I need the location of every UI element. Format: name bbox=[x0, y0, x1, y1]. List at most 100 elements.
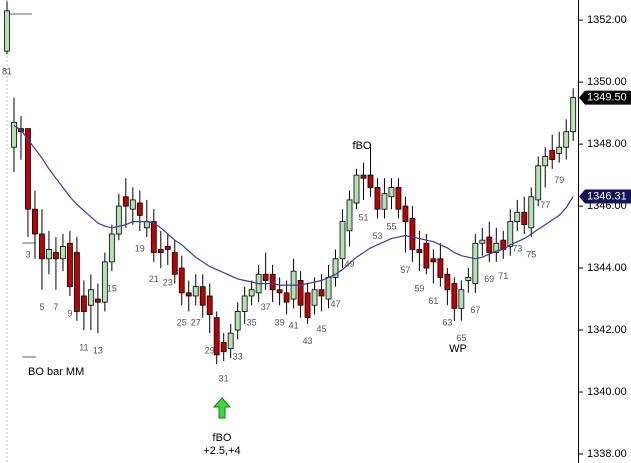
candle-body bbox=[437, 258, 444, 278]
bar-number: 3 bbox=[25, 249, 30, 259]
candle-body bbox=[157, 249, 164, 253]
bar-number: 25 bbox=[177, 318, 187, 328]
candle-body bbox=[32, 208, 38, 235]
bar-number: 23 bbox=[163, 277, 173, 287]
bar-number: 15 bbox=[107, 284, 117, 294]
candle-body bbox=[248, 289, 255, 297]
y-tick-label: 1340.00 bbox=[587, 386, 627, 398]
candle-body bbox=[74, 252, 80, 312]
candle-body bbox=[528, 196, 535, 229]
candle-body bbox=[570, 97, 577, 133]
candle-body bbox=[4, 10, 10, 52]
annotation: fBO bbox=[353, 140, 372, 152]
bar-number: 81 bbox=[2, 67, 12, 77]
candle-body bbox=[199, 286, 206, 306]
candle-body bbox=[122, 196, 129, 207]
bar-number: 7 bbox=[53, 302, 58, 312]
bar-number: 79 bbox=[554, 175, 564, 185]
candle-body bbox=[472, 242, 479, 284]
price-flag-label: 1349.50 bbox=[587, 92, 627, 104]
candle-body bbox=[87, 289, 94, 306]
candle-body bbox=[11, 122, 17, 148]
y-tick-label: 1338.00 bbox=[587, 448, 627, 460]
bar-number: 11 bbox=[79, 342, 88, 352]
candle-body bbox=[39, 233, 45, 260]
candle-body bbox=[514, 211, 521, 222]
y-tick-label: 1342.00 bbox=[587, 324, 627, 336]
candle-body bbox=[213, 317, 220, 356]
candle-body bbox=[136, 202, 143, 216]
candle-body bbox=[332, 258, 339, 278]
bar-number: 61 bbox=[428, 296, 438, 306]
signal-arrow bbox=[212, 397, 232, 419]
bar-number: 43 bbox=[303, 336, 313, 346]
annotation: fBO bbox=[213, 432, 232, 444]
candle-body bbox=[325, 276, 332, 300]
bar-number: 39 bbox=[275, 318, 285, 328]
candle-body bbox=[304, 292, 311, 319]
candle-body bbox=[53, 252, 59, 260]
candle-body bbox=[206, 295, 213, 315]
bar-number: 21 bbox=[149, 274, 159, 284]
y-tick-label: 1350.00 bbox=[587, 76, 627, 88]
candle-body bbox=[25, 128, 31, 210]
price-flag bbox=[579, 189, 631, 204]
annotation: BO bar MM bbox=[28, 366, 84, 378]
candle-body bbox=[451, 283, 458, 309]
bar-number: 69 bbox=[484, 274, 494, 284]
bar-number: 31 bbox=[219, 373, 229, 383]
candle-body bbox=[493, 242, 500, 253]
candle-body bbox=[171, 252, 178, 275]
candle-body bbox=[67, 242, 73, 288]
bar-number: 45 bbox=[317, 324, 327, 334]
bar-number: 13 bbox=[93, 346, 103, 356]
candle-body bbox=[409, 218, 416, 250]
bar-number: 9 bbox=[67, 308, 72, 318]
y-tick-label: 1348.00 bbox=[587, 138, 627, 150]
price-flag bbox=[579, 90, 631, 105]
candle-body bbox=[430, 258, 437, 263]
candle-body bbox=[353, 174, 360, 204]
moving-average bbox=[13, 125, 574, 286]
bar-number: 75 bbox=[526, 249, 536, 259]
candle-body bbox=[542, 156, 549, 167]
candle-body bbox=[220, 342, 227, 353]
bar-number: 77 bbox=[540, 200, 550, 210]
bar-number: 37 bbox=[261, 302, 271, 312]
annotation: +2.5,+4 bbox=[203, 445, 240, 457]
candle-body bbox=[346, 199, 353, 232]
candle-body bbox=[549, 149, 556, 161]
candle-body bbox=[234, 311, 241, 331]
bar-number: 57 bbox=[400, 265, 410, 275]
candle-body bbox=[115, 205, 122, 235]
candle-body bbox=[94, 298, 101, 303]
bar-number: 73 bbox=[512, 243, 522, 253]
bar-number: 5 bbox=[39, 302, 44, 312]
candle-body bbox=[241, 295, 248, 312]
candle-body bbox=[46, 249, 52, 260]
bar-number: 41 bbox=[289, 321, 299, 331]
candle-body bbox=[129, 199, 136, 210]
candle-body bbox=[80, 295, 87, 312]
candle-body bbox=[479, 239, 486, 244]
candle-body bbox=[283, 292, 290, 303]
bar-number: 29 bbox=[205, 346, 215, 356]
bar-number: 63 bbox=[442, 318, 452, 328]
candle-body bbox=[521, 211, 528, 226]
candle-body bbox=[185, 292, 192, 297]
candle-body bbox=[60, 245, 66, 260]
bar-number: 55 bbox=[386, 222, 396, 232]
candle-body bbox=[556, 146, 563, 154]
candle-body bbox=[416, 249, 423, 253]
candle-body bbox=[318, 289, 325, 297]
annotation: WP bbox=[449, 343, 467, 355]
bar-number: 47 bbox=[331, 299, 341, 309]
bar-number: 19 bbox=[135, 243, 145, 253]
candle-body bbox=[178, 267, 185, 294]
candle-body bbox=[227, 332, 234, 350]
candle-body bbox=[101, 261, 108, 303]
candle-body bbox=[311, 289, 318, 306]
candle-body bbox=[535, 165, 542, 201]
